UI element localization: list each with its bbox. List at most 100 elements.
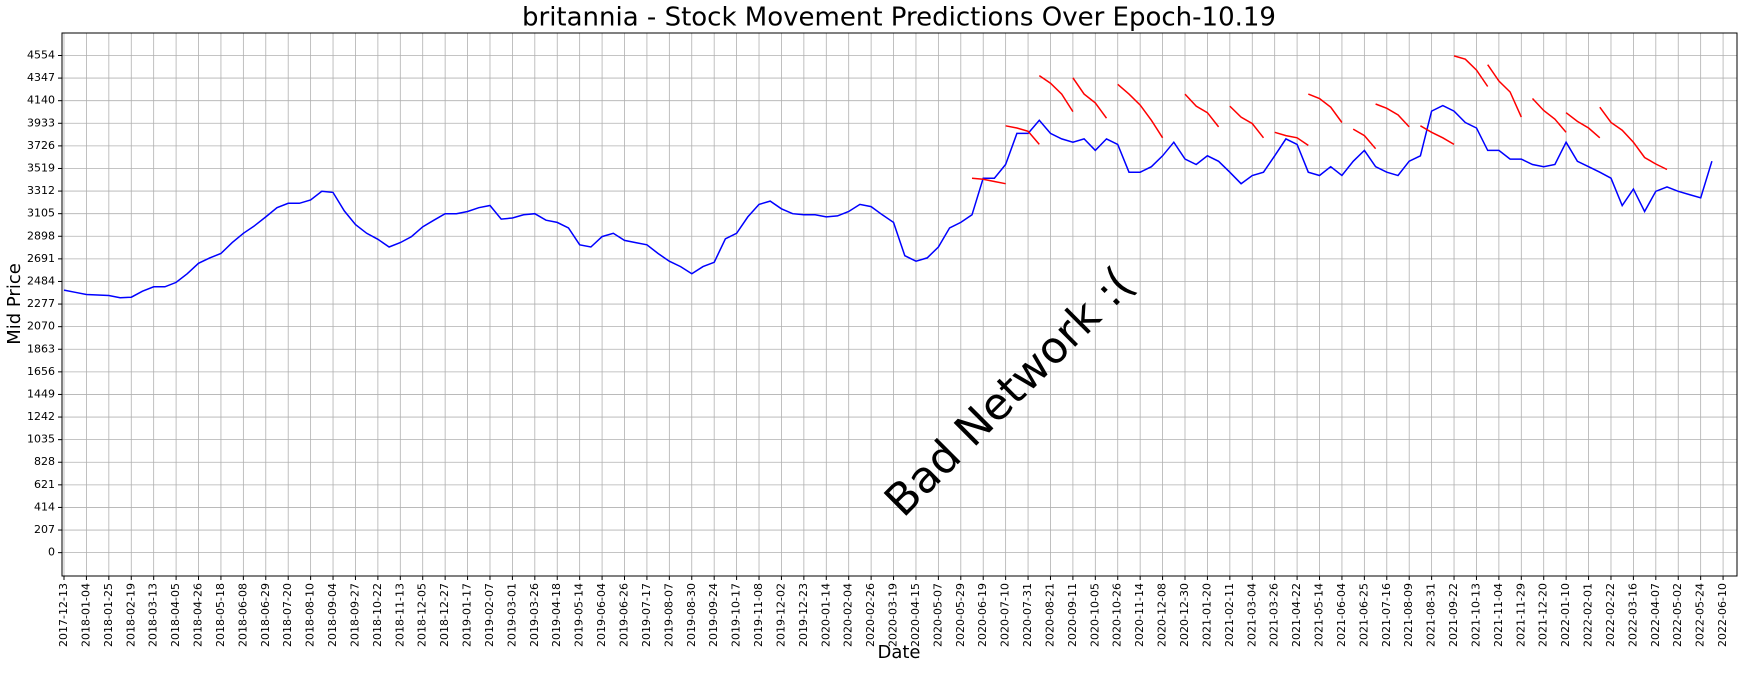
- x-tick-label: 2021-06-04: [1335, 583, 1348, 647]
- y-tick-label: 0: [48, 546, 55, 559]
- plot-frame: [61, 32, 1738, 577]
- y-tick-label: 414: [34, 500, 55, 513]
- x-tick-label: 2022-03-16: [1626, 583, 1639, 647]
- x-tick-label: 2019-03-26: [528, 583, 541, 647]
- x-tick-label: 2022-05-02: [1671, 583, 1684, 647]
- x-tick-label: 2020-05-07: [931, 583, 944, 647]
- x-tick-label: 2020-09-11: [1066, 583, 1079, 647]
- y-tick-label: 3105: [27, 207, 55, 220]
- x-tick-label: 2018-01-04: [79, 583, 92, 647]
- x-tick-label: 2019-01-17: [461, 583, 474, 647]
- y-axis-label: Mid Price: [4, 263, 25, 345]
- y-tick-label: 1656: [27, 365, 55, 378]
- y-tick-label: 1863: [27, 342, 55, 355]
- x-tick-label: 2020-10-26: [1111, 583, 1124, 647]
- x-tick-label: 2021-06-25: [1357, 583, 1370, 647]
- y-tick-label: 2898: [27, 229, 55, 242]
- x-tick-label: 2021-02-11: [1223, 583, 1236, 647]
- x-tick-label: 2020-02-04: [842, 583, 855, 647]
- x-tick-label: 2022-01-10: [1559, 583, 1572, 647]
- y-tick-label: 2070: [27, 320, 55, 333]
- y-tick-label: 3312: [27, 184, 55, 197]
- y-tick-label: 3726: [27, 139, 55, 152]
- y-tick-label: 3933: [27, 116, 55, 129]
- y-tick-label: 4347: [27, 71, 55, 84]
- x-tick-label: 2019-09-24: [707, 583, 720, 647]
- x-tick-label: 2017-12-13: [57, 583, 70, 647]
- x-tick-label: 2019-10-17: [730, 583, 743, 647]
- series-line: [1005, 64, 1601, 150]
- x-tick-label: 2019-07-17: [640, 583, 653, 647]
- series-line: [63, 104, 1713, 299]
- x-tick-label: 2021-11-29: [1514, 583, 1527, 647]
- x-tick-label: 2021-03-26: [1268, 583, 1281, 647]
- x-tick-label: 2020-04-15: [909, 583, 922, 647]
- x-tick-label: 2019-12-02: [774, 583, 787, 647]
- x-tick-label: 2020-03-19: [887, 583, 900, 647]
- x-tick-label: 2019-02-07: [483, 583, 496, 647]
- x-axis-label: Date: [877, 642, 920, 663]
- y-tick-label: 1242: [27, 410, 55, 423]
- y-tick-label: 2484: [27, 274, 55, 287]
- x-tick-label: 2022-02-22: [1604, 583, 1617, 647]
- x-tick-label: 2019-06-26: [618, 583, 631, 647]
- x-tick-label: 2018-12-27: [438, 583, 451, 647]
- x-tick-label: 2018-12-05: [416, 583, 429, 647]
- x-tick-label: 2021-08-09: [1402, 583, 1415, 647]
- annotation: Bad Network :(: [875, 258, 1144, 527]
- x-tick-label: 2021-05-14: [1313, 583, 1326, 647]
- x-tick-label: 2020-02-26: [864, 583, 877, 647]
- x-tick-label: 2019-03-01: [505, 583, 518, 647]
- x-tick-label: 2020-06-19: [976, 583, 989, 647]
- y-tick-label: 1449: [27, 387, 55, 400]
- x-tick-label: 2018-10-22: [371, 583, 384, 647]
- y-tick-label: 4140: [27, 94, 55, 107]
- y-tick-label: 828: [34, 455, 55, 468]
- x-tick-label: 2021-03-04: [1245, 583, 1258, 647]
- x-tick-label: 2019-12-23: [797, 583, 810, 647]
- x-tick-label: 2020-08-21: [1043, 583, 1056, 647]
- x-tick-label: 2018-06-08: [236, 583, 249, 647]
- x-tick-label: 2018-09-27: [348, 583, 361, 647]
- y-tick-label: 2691: [27, 252, 55, 265]
- x-tick-label: 2022-04-07: [1649, 583, 1662, 647]
- x-tick-label: 2021-09-22: [1447, 583, 1460, 647]
- x-tick-label: 2018-11-13: [393, 583, 406, 647]
- x-tick-label: 2018-08-10: [304, 583, 317, 647]
- y-tick-label: 1035: [27, 433, 55, 446]
- series-line: [971, 55, 1668, 185]
- y-tick-label: 4554: [27, 48, 55, 61]
- x-tick-label: 2018-04-26: [192, 583, 205, 647]
- x-tick-label: 2020-07-10: [999, 583, 1012, 647]
- x-tick-label: 2021-11-04: [1492, 583, 1505, 647]
- x-tick-label: 2021-01-20: [1200, 583, 1213, 647]
- x-tick-label: 2019-04-18: [550, 583, 563, 647]
- x-tick-label: 2018-05-18: [214, 583, 227, 647]
- x-tick-label: 2020-10-05: [1088, 583, 1101, 647]
- x-tick-label: 2020-05-29: [954, 583, 967, 647]
- chart-title: britannia - Stock Movement Predictions O…: [522, 3, 1276, 33]
- x-tick-label: 2020-01-14: [819, 583, 832, 647]
- x-tick-label: 2019-08-07: [662, 583, 675, 647]
- y-tick-label: 2277: [27, 297, 55, 310]
- x-tick-label: 2021-10-13: [1469, 583, 1482, 647]
- x-tick-label: 2018-07-20: [281, 583, 294, 647]
- x-tick-label: 2020-12-08: [1156, 583, 1169, 647]
- x-tick-label: 2020-12-30: [1178, 583, 1191, 647]
- y-tick-label: 621: [34, 478, 55, 491]
- x-tick-label: 2018-01-25: [102, 583, 115, 647]
- x-tick-label: 2022-06-10: [1716, 583, 1729, 647]
- x-tick-label: 2020-07-31: [1021, 583, 1034, 647]
- x-tick-label: 2019-08-30: [685, 583, 698, 647]
- x-tick-label: 2021-07-16: [1380, 583, 1393, 647]
- x-tick-label: 2020-11-14: [1133, 583, 1146, 647]
- y-tick-label: 207: [34, 523, 55, 536]
- y-tick-label: 3519: [27, 161, 55, 174]
- x-tick-label: 2022-05-24: [1694, 583, 1707, 647]
- x-tick-label: 2022-02-01: [1582, 583, 1595, 647]
- x-tick-label: 2018-02-19: [124, 583, 137, 647]
- x-tick-label: 2021-08-31: [1425, 583, 1438, 647]
- x-tick-label: 2018-03-13: [147, 583, 160, 647]
- x-tick-label: 2018-06-29: [259, 583, 272, 647]
